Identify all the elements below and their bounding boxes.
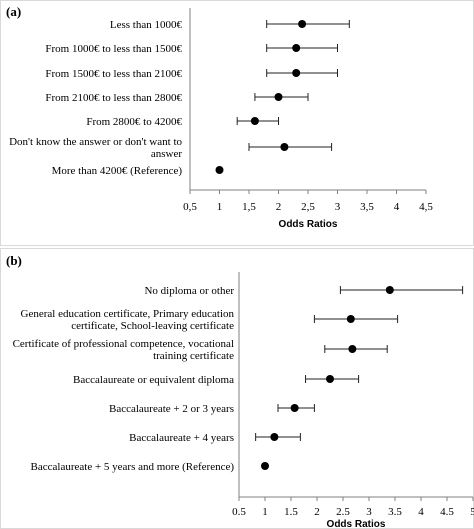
- panel-b-x-tick-label: 4: [418, 506, 424, 518]
- panel-b-label: (b): [6, 253, 22, 268]
- panel-b-x-tick-label: 2.5: [336, 506, 350, 518]
- panel-b-category-label: No diploma or other: [144, 285, 234, 297]
- panel-b-odds-ratio-point: [326, 375, 334, 383]
- panel-b-odds-ratio-point: [270, 433, 279, 441]
- panel-a-x-tick-label: 4: [394, 201, 400, 213]
- panel-b-x-tick-label: 1.5: [284, 506, 298, 518]
- panel-a-category-label: From 2800€ to 4200€: [86, 116, 182, 128]
- panel-b-category-label: Certificate of professional competence, …: [13, 338, 234, 350]
- panel-b-odds-ratio-point: [261, 462, 269, 470]
- panel-a-category-label: More than 4200€ (Reference): [52, 165, 183, 177]
- panel-b-x-tick-label: 4.5: [440, 506, 454, 518]
- panel-a-x-tick-label: 4,5: [419, 201, 433, 213]
- panel-a-odds-ratio-point: [280, 143, 289, 151]
- panel-a-odds-ratio-point: [292, 69, 301, 77]
- panel-a-x-tick-label: 1,5: [242, 201, 256, 213]
- panel-a-x-tick-label: 0,5: [183, 201, 197, 213]
- panel-a-odds-ratio-point: [215, 166, 224, 174]
- panel-a-category-label: From 2100€ to less than 2800€: [45, 92, 182, 104]
- panel-b-x-tick-label: 3: [366, 506, 372, 518]
- panel-b-category-label: certificate, School-leaving certificate: [71, 320, 234, 332]
- panel-a-x-tick-label: 2: [276, 201, 282, 213]
- panel-b-category-label: Baccalaureate + 2 or 3 years: [109, 403, 234, 415]
- panel-a-x-tick-label: 3,5: [360, 201, 374, 213]
- panel-a-x-axis-title: Odds Ratios: [279, 219, 338, 230]
- panel-b-odds-ratio-point: [290, 404, 299, 412]
- panel-b-category-label: Baccalaureate or equivalent diploma: [73, 374, 234, 386]
- panel-b-x-tick-label: 2: [314, 506, 320, 518]
- panel-a-x-tick-label: 3: [335, 201, 341, 213]
- panel-b-x-tick-label: 5: [470, 506, 474, 518]
- panel-b-odds-ratio-point: [348, 345, 357, 353]
- panel-b-odds-ratio-point: [346, 315, 355, 323]
- panel-a-odds-ratio-point: [274, 93, 283, 101]
- panel-a-odds-ratio-point: [250, 117, 259, 125]
- panel-a-x-tick-label: 2,5: [301, 201, 315, 213]
- panel-b-x-axis-title: Odds Ratios: [327, 519, 386, 529]
- panel-a-category-label: From 1000€ to less than 1500€: [45, 43, 182, 55]
- panel-b-odds-ratio-point: [385, 286, 394, 294]
- panel-a-odds-ratio-point: [292, 44, 301, 52]
- panel-a-odds-ratio-point: [298, 20, 307, 28]
- chart-panel-a: (a) Less than 1000€ From 1000€ to less th…: [0, 0, 474, 246]
- panel-a-x-tick-label: 1: [217, 201, 223, 213]
- panel-a-label: (a): [6, 4, 21, 19]
- panel-b-category-label: training certificate: [153, 350, 234, 362]
- panel-b-x-tick-label: 0.5: [232, 506, 246, 518]
- panel-b-category-label: General education certificate, Primary e…: [21, 308, 235, 320]
- panel-b-category-label: Baccalaureate + 4 years: [129, 432, 234, 444]
- panel-b-x-tick-label: 1: [262, 506, 268, 518]
- panel-a-category-label: Less than 1000€: [110, 19, 183, 31]
- panel-b-x-tick-label: 3.5: [388, 506, 402, 518]
- panel-a-category-label: answer: [151, 148, 182, 160]
- panel-a-category-label: From 1500€ to less than 2100€: [45, 68, 182, 80]
- panel-a-category-label: Don't know the answer or don't want to: [9, 136, 182, 148]
- panel-b-category-label: Baccalaureate + 5 years and more (Refere…: [31, 461, 235, 473]
